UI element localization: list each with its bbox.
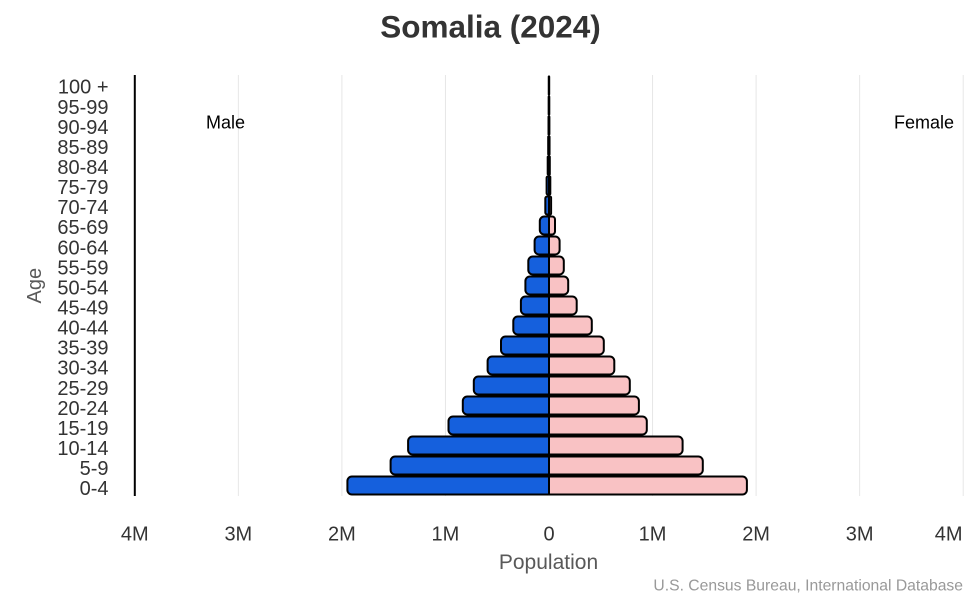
- svg-text:40-44: 40-44: [57, 318, 108, 340]
- svg-text:25-29: 25-29: [57, 378, 108, 400]
- svg-text:Female: Female: [894, 113, 954, 133]
- svg-text:55-59: 55-59: [57, 257, 108, 279]
- svg-text:35-39: 35-39: [57, 338, 108, 360]
- svg-text:Male: Male: [206, 113, 245, 133]
- svg-text:60-64: 60-64: [57, 237, 108, 259]
- svg-text:3M: 3M: [224, 524, 252, 546]
- svg-text:80-84: 80-84: [57, 157, 108, 179]
- svg-text:0-4: 0-4: [80, 478, 109, 500]
- svg-text:1M: 1M: [639, 524, 667, 546]
- svg-text:45-49: 45-49: [57, 297, 108, 319]
- svg-text:2M: 2M: [742, 524, 770, 546]
- svg-text:95-99: 95-99: [57, 97, 108, 119]
- svg-text:85-89: 85-89: [57, 137, 108, 159]
- svg-text:Population: Population: [499, 551, 598, 574]
- svg-text:4M: 4M: [935, 524, 963, 546]
- svg-text:20-24: 20-24: [57, 398, 108, 420]
- svg-text:3M: 3M: [846, 524, 874, 546]
- svg-text:5-9: 5-9: [80, 458, 109, 480]
- svg-text:Age: Age: [24, 268, 46, 304]
- svg-text:90-94: 90-94: [57, 117, 108, 139]
- svg-text:Somalia (2024): Somalia (2024): [380, 9, 601, 45]
- svg-text:1M: 1M: [432, 524, 460, 546]
- svg-text:2M: 2M: [328, 524, 356, 546]
- svg-text:10-14: 10-14: [57, 438, 108, 460]
- svg-text:30-34: 30-34: [57, 358, 108, 380]
- svg-text:100 +: 100 +: [58, 77, 109, 99]
- svg-text:15-19: 15-19: [57, 418, 108, 440]
- svg-text:50-54: 50-54: [57, 277, 108, 299]
- svg-text:4M: 4M: [121, 524, 149, 546]
- svg-text:75-79: 75-79: [57, 177, 108, 199]
- svg-text:U.S. Census Bureau, Internatio: U.S. Census Bureau, International Databa…: [653, 578, 963, 595]
- svg-text:70-74: 70-74: [57, 197, 108, 219]
- svg-text:0: 0: [543, 524, 554, 546]
- svg-text:65-69: 65-69: [57, 217, 108, 239]
